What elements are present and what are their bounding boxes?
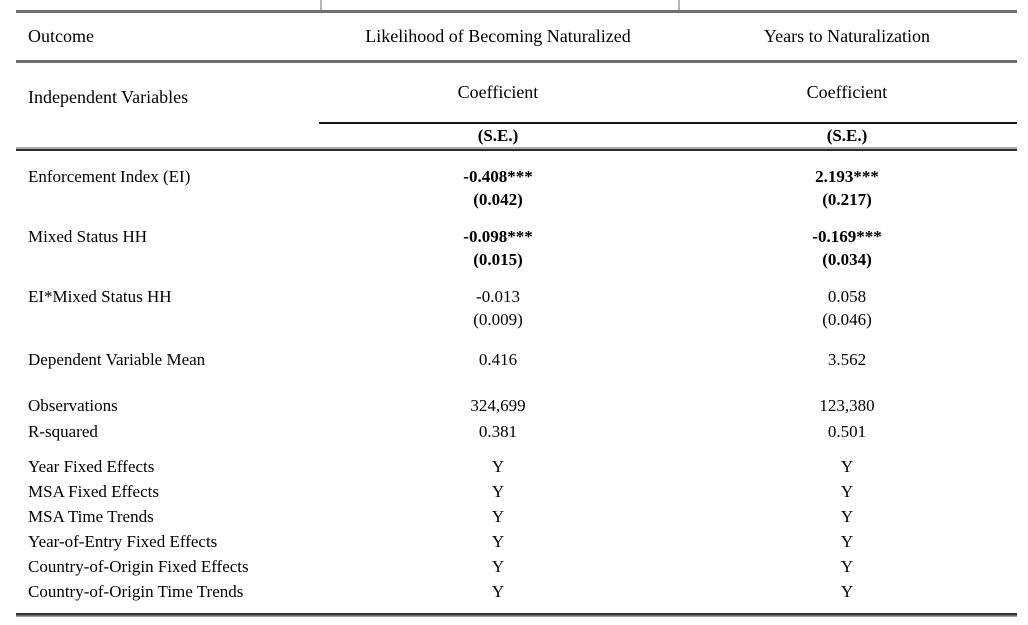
standard-error-value: (0.217) (822, 190, 872, 209)
coefficient-value: 0.058 (827, 287, 867, 306)
coefficient-value: -0.169*** (812, 227, 882, 246)
statistic-header-right: Coefficient Coefficient (S.E.) (S.E.) (319, 63, 1017, 147)
fe-flag: Y (491, 482, 505, 501)
fe-flag: Y (840, 507, 854, 526)
fe-flag: Y (491, 557, 505, 576)
table-row-country-of-origin-time-trends: Country-of-Origin Time Trends Y Y (16, 579, 1017, 604)
row-label: R-squared (28, 422, 98, 441)
table-row-year-of-entry-fixed-effects: Year-of-Entry Fixed Effects Y Y (16, 529, 1017, 554)
row-label: Mixed Status HH (28, 227, 147, 246)
row-label: EI*Mixed Status HH (28, 287, 172, 306)
outcome-header-label: Outcome (28, 26, 94, 46)
stat-value: 0.416 (478, 350, 518, 369)
bottom-rule (16, 613, 1017, 617)
row-label: Observations (28, 396, 118, 415)
table-row-mixed-status-hh: Mixed Status HH -0.098*** (0.015) -0.169… (16, 211, 1017, 271)
fe-flag: Y (840, 457, 854, 476)
header-body-rule (16, 147, 1017, 151)
row-label: Year-of-Entry Fixed Effects (28, 532, 218, 551)
standard-error-value: (0.046) (822, 310, 872, 329)
se-header-col3: (S.E.) (826, 125, 868, 145)
fe-flag: Y (840, 582, 854, 601)
outcome-col2-title: Likelihood of Becoming Naturalized (365, 26, 631, 46)
table-row-ei-mixed-status-hh: EI*Mixed Status HH -0.013 (0.009) 0.058 … (16, 271, 1017, 331)
coefficient-value: -0.013 (476, 287, 520, 306)
standard-error-value: (0.042) (473, 190, 523, 209)
column-border-artifact (678, 0, 680, 10)
row-label: Country-of-Origin Fixed Effects (28, 557, 249, 576)
table-row-msa-fixed-effects: MSA Fixed Effects Y Y (16, 479, 1017, 504)
stat-value: 324,699 (470, 396, 526, 415)
coefficient-header-col2: Coefficient (457, 82, 539, 102)
table-row-country-of-origin-fixed-effects: Country-of-Origin Fixed Effects Y Y (16, 554, 1017, 579)
stat-value: 0.501 (827, 422, 867, 441)
se-header-row: (S.E.) (S.E.) (319, 124, 1017, 147)
fe-flag: Y (840, 482, 854, 501)
fe-flag: Y (491, 582, 505, 601)
top-rule (16, 10, 1017, 13)
se-header-col2: (S.E.) (477, 125, 519, 145)
stat-value: 123,380 (819, 396, 875, 415)
fixed-effects-block: Year Fixed Effects Y Y MSA Fixed Effects… (16, 454, 1017, 604)
column-border-artifact (320, 0, 322, 10)
table-row-r-squared: R-squared 0.381 0.501 (16, 420, 1017, 443)
row-label: Dependent Variable Mean (28, 350, 206, 369)
table-row-msa-time-trends: MSA Time Trends Y Y (16, 504, 1017, 529)
statistic-header-band: Independent Variables Coefficient Coeffi… (16, 63, 1017, 147)
standard-error-value: (0.009) (473, 310, 523, 329)
table-row-dependent-variable-mean: Dependent Variable Mean 0.416 3.562 (16, 348, 1017, 371)
se-divider-rule (319, 122, 1017, 124)
outcome-header-row: Outcome Likelihood of Becoming Naturaliz… (16, 13, 1017, 60)
coefficient-header-row: Coefficient Coefficient (319, 63, 1017, 122)
table-row-year-fixed-effects: Year Fixed Effects Y Y (16, 454, 1017, 479)
coefficient-value: 2.193*** (815, 167, 879, 186)
row-label: Year Fixed Effects (28, 457, 155, 476)
row-label: Country-of-Origin Time Trends (28, 582, 244, 601)
table-row-observations: Observations 324,699 123,380 (16, 394, 1017, 417)
table-row-enforcement-index: Enforcement Index (EI) -0.408*** (0.042)… (16, 151, 1017, 211)
coefficient-value: -0.408*** (463, 167, 533, 186)
stat-value: 0.381 (478, 422, 518, 441)
standard-error-value: (0.034) (822, 250, 872, 269)
row-label: Enforcement Index (EI) (28, 167, 191, 186)
header-divider-rule (16, 60, 1017, 63)
fe-flag: Y (491, 457, 505, 476)
coefficient-header-col3: Coefficient (806, 82, 888, 102)
fe-flag: Y (840, 557, 854, 576)
row-label: MSA Time Trends (28, 507, 154, 526)
fe-flag: Y (491, 532, 505, 551)
standard-error-value: (0.015) (473, 250, 523, 269)
fe-flag: Y (840, 532, 854, 551)
coefficient-value: -0.098*** (463, 227, 533, 246)
stat-value: 3.562 (827, 350, 867, 369)
independent-variables-label: Independent Variables (28, 87, 189, 107)
regression-results-table: Outcome Likelihood of Becoming Naturaliz… (16, 0, 1017, 617)
fe-flag: Y (491, 507, 505, 526)
outcome-col3-title: Years to Naturalization (763, 26, 931, 46)
row-label: MSA Fixed Effects (28, 482, 159, 501)
